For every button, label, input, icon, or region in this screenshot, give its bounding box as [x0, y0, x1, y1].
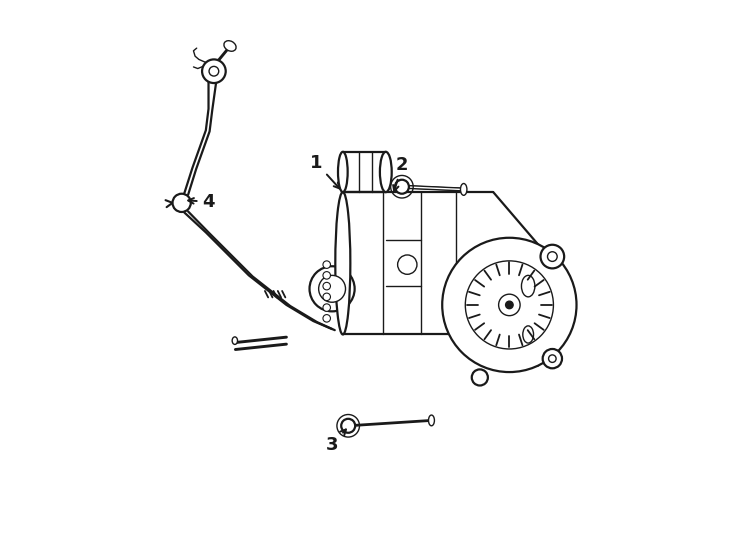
Circle shape: [540, 245, 564, 268]
Circle shape: [395, 180, 409, 194]
Circle shape: [172, 194, 191, 212]
Circle shape: [323, 272, 330, 279]
Text: 2: 2: [393, 156, 408, 191]
Ellipse shape: [460, 184, 467, 195]
Circle shape: [323, 304, 330, 312]
Circle shape: [323, 261, 330, 268]
Circle shape: [548, 252, 557, 261]
Circle shape: [498, 294, 520, 316]
Circle shape: [319, 275, 346, 302]
Circle shape: [202, 59, 226, 83]
Ellipse shape: [523, 326, 534, 343]
Ellipse shape: [521, 275, 535, 297]
Ellipse shape: [232, 337, 238, 345]
Circle shape: [465, 261, 553, 349]
Circle shape: [310, 266, 355, 312]
Text: 4: 4: [188, 193, 215, 211]
Circle shape: [548, 355, 556, 362]
Text: 3: 3: [326, 429, 346, 454]
Circle shape: [209, 66, 219, 76]
Circle shape: [323, 315, 330, 322]
Circle shape: [398, 255, 417, 274]
Circle shape: [323, 282, 330, 290]
Circle shape: [472, 369, 488, 386]
Circle shape: [323, 293, 330, 301]
Ellipse shape: [380, 152, 392, 192]
Text: 1: 1: [310, 153, 340, 188]
Ellipse shape: [338, 152, 348, 192]
Circle shape: [506, 301, 513, 309]
Circle shape: [341, 419, 355, 433]
Circle shape: [442, 238, 576, 372]
Ellipse shape: [429, 415, 435, 426]
Ellipse shape: [224, 40, 236, 51]
Circle shape: [542, 349, 562, 368]
Ellipse shape: [335, 192, 350, 334]
